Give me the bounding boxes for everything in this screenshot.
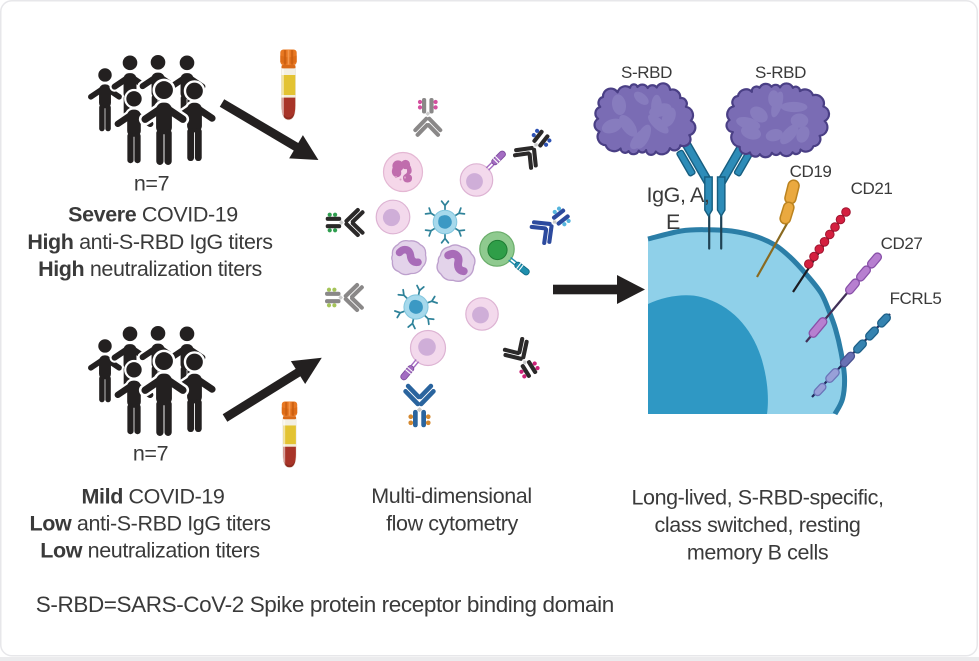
svg-text:class switched, resting: class switched, resting bbox=[655, 513, 861, 537]
svg-text:Severe COVID-19: Severe COVID-19 bbox=[68, 203, 238, 227]
svg-text:S-RBD: S-RBD bbox=[621, 63, 672, 82]
svg-text:High neutralization titers: High neutralization titers bbox=[38, 257, 262, 281]
svg-text:Low neutralization titers: Low neutralization titers bbox=[40, 539, 259, 563]
svg-text:E: E bbox=[666, 210, 680, 234]
svg-text:n=7: n=7 bbox=[134, 172, 169, 196]
svg-text:IgG, A,: IgG, A, bbox=[647, 183, 710, 207]
svg-text:S-RBD: S-RBD bbox=[755, 63, 806, 82]
svg-text:FCRL5: FCRL5 bbox=[890, 289, 942, 308]
svg-text:High anti-S-RBD IgG titers: High anti-S-RBD IgG titers bbox=[27, 230, 272, 254]
svg-text:Mild COVID-19: Mild COVID-19 bbox=[82, 485, 225, 509]
svg-text:Long-lived, S-RBD-specific,: Long-lived, S-RBD-specific, bbox=[631, 486, 883, 510]
svg-text:CD27: CD27 bbox=[881, 234, 923, 253]
svg-text:memory B cells: memory B cells bbox=[687, 541, 828, 565]
svg-text:Multi-dimensional: Multi-dimensional bbox=[371, 484, 532, 508]
svg-text:CD19: CD19 bbox=[790, 162, 832, 181]
svg-text:Low anti-S-RBD IgG titers: Low anti-S-RBD IgG titers bbox=[30, 512, 271, 536]
svg-text:flow cytometry: flow cytometry bbox=[386, 512, 518, 536]
svg-text:S-RBD=SARS-CoV-2 Spike protein: S-RBD=SARS-CoV-2 Spike protein receptor … bbox=[36, 592, 614, 617]
svg-text:n=7: n=7 bbox=[133, 442, 168, 466]
svg-text:CD21: CD21 bbox=[851, 179, 893, 198]
